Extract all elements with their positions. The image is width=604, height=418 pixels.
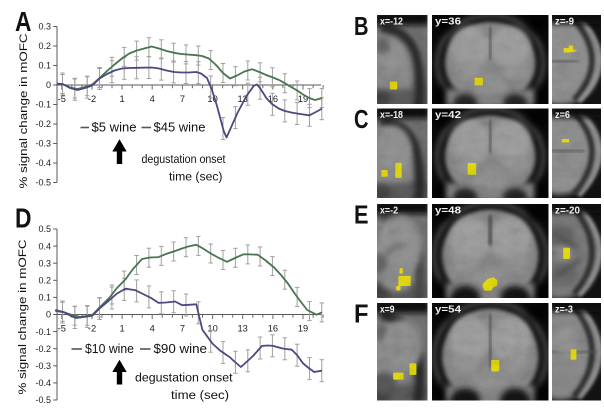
svg-text:y=48: y=48 (435, 206, 461, 217)
svg-text:time (sec): time (sec) (171, 388, 229, 402)
svg-text:0.3: 0.3 (38, 258, 51, 268)
svg-text:% signal change in mOFC: % signal change in mOFC (17, 240, 29, 395)
svg-text:y=36: y=36 (435, 17, 461, 28)
svg-text:A: A (15, 6, 32, 37)
svg-text:B: B (354, 11, 369, 41)
svg-text:1: 1 (120, 94, 125, 104)
svg-text:z=-20: z=-20 (555, 206, 580, 217)
svg-text:13: 13 (238, 323, 248, 333)
svg-text:0: 0 (46, 310, 51, 320)
svg-text:-5: -5 (58, 94, 66, 104)
svg-text:-0.4: -0.4 (35, 378, 51, 388)
svg-text:7: 7 (180, 323, 185, 333)
svg-text:19: 19 (298, 94, 308, 104)
svg-text:-0.3: -0.3 (35, 139, 51, 149)
svg-text:4: 4 (150, 323, 155, 333)
svg-text:10: 10 (207, 94, 217, 104)
svg-text:16: 16 (268, 323, 278, 333)
svg-text:x=-2: x=-2 (380, 206, 398, 217)
svg-text:x=-18: x=-18 (380, 110, 403, 121)
svg-text:y=54: y=54 (435, 305, 461, 316)
svg-text:13: 13 (238, 94, 248, 104)
svg-text:degustation onset: degustation onset (135, 371, 233, 385)
svg-text:$90 wine: $90 wine (154, 342, 208, 356)
svg-text:0.1: 0.1 (38, 293, 51, 303)
svg-text:-0.4: -0.4 (35, 158, 51, 168)
svg-text:x=-12: x=-12 (380, 17, 403, 28)
svg-text:7: 7 (180, 94, 185, 104)
svg-text:z=-3: z=-3 (555, 305, 573, 316)
svg-text:degustation onset: degustation onset (142, 152, 226, 166)
svg-text:y=42: y=42 (435, 110, 461, 121)
svg-text:$5 wine: $5 wine (92, 121, 137, 135)
svg-text:0.3: 0.3 (38, 22, 51, 32)
svg-text:-0.2: -0.2 (35, 344, 51, 354)
svg-text:0.5: 0.5 (38, 224, 51, 234)
svg-text:-0.1: -0.1 (35, 327, 51, 337)
svg-text:19: 19 (298, 323, 308, 333)
svg-text:-2: -2 (88, 323, 96, 333)
svg-text:% signal change in mOFC: % signal change in mOFC (18, 34, 30, 189)
svg-text:time (sec): time (sec) (169, 170, 223, 184)
svg-text:-0.5: -0.5 (35, 178, 51, 188)
svg-text:x=9: x=9 (380, 305, 395, 316)
svg-text:F: F (354, 299, 369, 329)
svg-text:-0.5: -0.5 (35, 395, 51, 405)
svg-text:-0.2: -0.2 (35, 119, 51, 129)
svg-text:C: C (354, 104, 369, 134)
svg-text:0.4: 0.4 (38, 241, 51, 251)
svg-text:-0.3: -0.3 (35, 361, 51, 371)
svg-text:D: D (15, 203, 32, 234)
svg-text:0.2: 0.2 (38, 41, 51, 51)
svg-text:-0.1: -0.1 (35, 100, 51, 110)
svg-text:z=6: z=6 (555, 110, 570, 121)
svg-text:-2: -2 (88, 94, 96, 104)
svg-text:$10 wine: $10 wine (85, 342, 134, 356)
svg-text:0: 0 (46, 80, 51, 90)
svg-text:$45 wine: $45 wine (154, 121, 206, 135)
svg-text:0.2: 0.2 (38, 276, 51, 286)
svg-text:4: 4 (150, 94, 155, 104)
svg-text:-5: -5 (58, 323, 66, 333)
svg-text:1: 1 (120, 323, 125, 333)
svg-text:10: 10 (207, 323, 217, 333)
svg-text:E: E (354, 200, 369, 230)
svg-text:0.1: 0.1 (38, 61, 51, 71)
svg-text:z=-9: z=-9 (555, 17, 574, 28)
